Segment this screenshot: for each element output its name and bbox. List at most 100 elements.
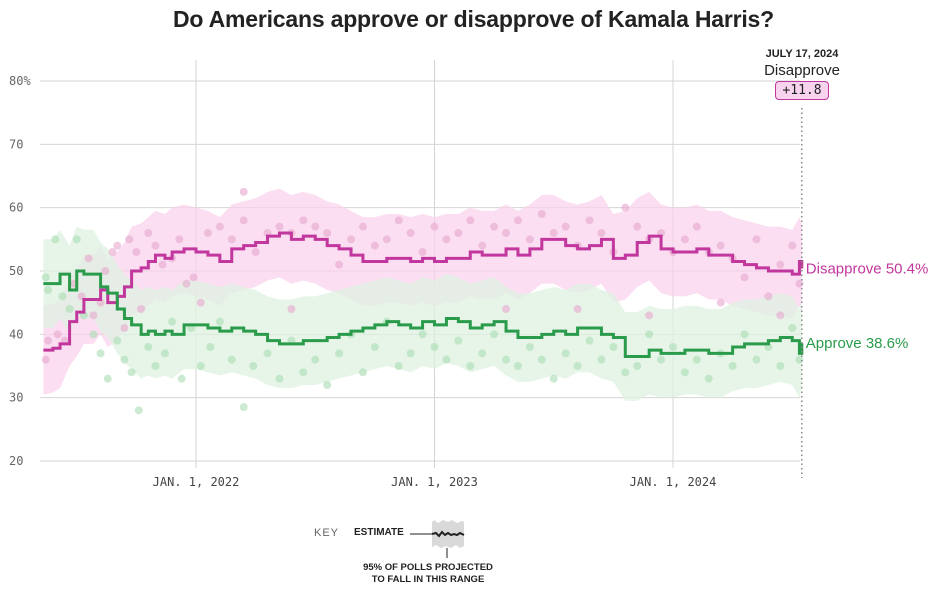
approve-poll-dot [406,349,415,358]
disapprove-poll-dot [84,254,93,263]
disapprove-poll-dot [795,279,804,288]
y-tick-label: 30 [9,391,23,405]
disapprove-poll-dot [621,203,630,212]
approve-poll-dot [795,355,804,364]
approve-poll-dot [740,330,749,339]
disapprove-poll-dot [215,222,224,231]
approve-poll-dot [752,355,761,364]
approve-poll-dot [299,368,308,377]
disapprove-poll-dot [151,241,160,250]
disapprove-poll-dot [740,273,749,282]
approve-poll-dot [113,336,122,345]
disapprove-poll-dot [239,187,248,196]
approve-poll-dot [442,355,451,364]
y-tick-label: 60 [9,201,23,215]
chart-title: Do Americans approve or disapprove of Ka… [173,6,774,32]
approve-poll-dot [597,355,606,364]
date-callout: JULY 17, 2024 Disapprove +11.8 [742,48,862,100]
disapprove-end-label: Disapprove 50.4% [806,260,929,277]
disapprove-poll-dot [680,235,689,244]
disapprove-poll-dot [203,229,212,237]
disapprove-poll-dot [182,279,191,288]
disapprove-estimate-line [43,231,804,352]
disapprove-poll-dot [101,267,110,275]
approve-poll-dot [144,343,153,351]
approve-poll-dot [561,349,570,358]
disapprove-poll-dot [144,229,153,237]
disapprove-poll-dot [347,235,356,244]
disapprove-poll-dot [513,216,522,225]
approve-poll-dot [96,349,105,358]
disapprove-poll-dot [113,241,122,250]
approve-poll-dot [788,324,797,332]
approve-poll-dot [206,343,215,351]
disapprove-poll-dot [394,216,403,225]
approve-poll-dot [58,292,67,301]
approve-poll-dot [177,374,186,383]
disapprove-poll-dot [502,305,511,313]
disapprove-poll-dot [44,336,53,345]
disapprove-poll-dot [158,260,167,269]
approve-poll-dot [65,305,74,313]
callout-margin-badge: +11.8 [775,81,829,100]
approve-poll-dot [358,368,367,377]
approve-poll-dot [275,374,284,383]
x-tick-label: JAN. 1, 2023 [391,475,478,489]
disapprove-poll-dot [299,216,308,225]
disapprove-poll-dot [358,222,367,231]
disapprove-poll-dot [633,222,642,231]
approve-poll-dot [490,330,499,339]
disapprove-poll-dot [776,260,785,269]
approve-poll-dot [513,362,522,370]
approve-poll-dot [127,368,136,377]
approve-poll-dot [44,286,53,294]
disapprove-poll-dot [120,324,129,332]
disapprove-poll-dot [502,229,511,237]
approve-poll-dot [160,349,169,358]
approve-poll-dot [168,317,177,326]
approve-poll-dot [466,362,475,370]
approve-poll-dot [196,362,205,370]
disapprove-poll-dot [490,222,499,231]
approve-poll-dot [680,368,689,377]
disapprove-poll-dot [525,235,534,244]
disapprove-poll-dot [137,305,146,313]
disapprove-poll-dot [418,248,427,256]
key-estimate-label: ESTIMATE [354,527,404,538]
x-tick-label: JAN. 1, 2022 [153,475,240,489]
disapprove-poll-dot [53,330,62,339]
approve-poll-dot [633,362,642,370]
approve-poll-dot [478,349,487,358]
key-swatch [410,520,465,558]
y-tick-label: 20 [9,454,23,468]
disapprove-poll-dot [466,216,475,225]
disapprove-poll-dot [645,311,654,320]
approve-poll-dot [239,403,248,412]
approve-poll-dot [549,374,558,383]
disapprove-poll-dot [227,235,236,244]
disapprove-poll-dot [406,229,415,237]
disapprove-poll-dot [597,229,606,237]
disapprove-poll-dot [442,235,451,244]
key-range-line2: TO FALL IN THIS RANGE [371,574,485,585]
y-tick-label: 50 [9,264,23,278]
approve-poll-dot [72,235,81,244]
disapprove-poll-dot [788,241,797,250]
approve-poll-dot [728,362,737,370]
approve-poll-dot [89,330,98,339]
approve-poll-dot [430,343,439,351]
disapprove-poll-dot [478,241,487,250]
disapprove-poll-dot [454,229,463,237]
disapprove-poll-dot [89,311,98,320]
disapprove-poll-dot [251,248,260,256]
disapprove-poll-dot [335,260,344,269]
approve-poll-dot [502,355,511,364]
disapprove-poll-dot [430,222,439,231]
approve-poll-dot [323,381,332,389]
disapprove-poll-dot [537,210,546,218]
approve-poll-dot [51,235,60,244]
approve-poll-dot [585,336,594,345]
disapprove-poll-dot [275,222,284,231]
approve-poll-dot [776,362,785,370]
approve-estimate-line [43,269,804,358]
